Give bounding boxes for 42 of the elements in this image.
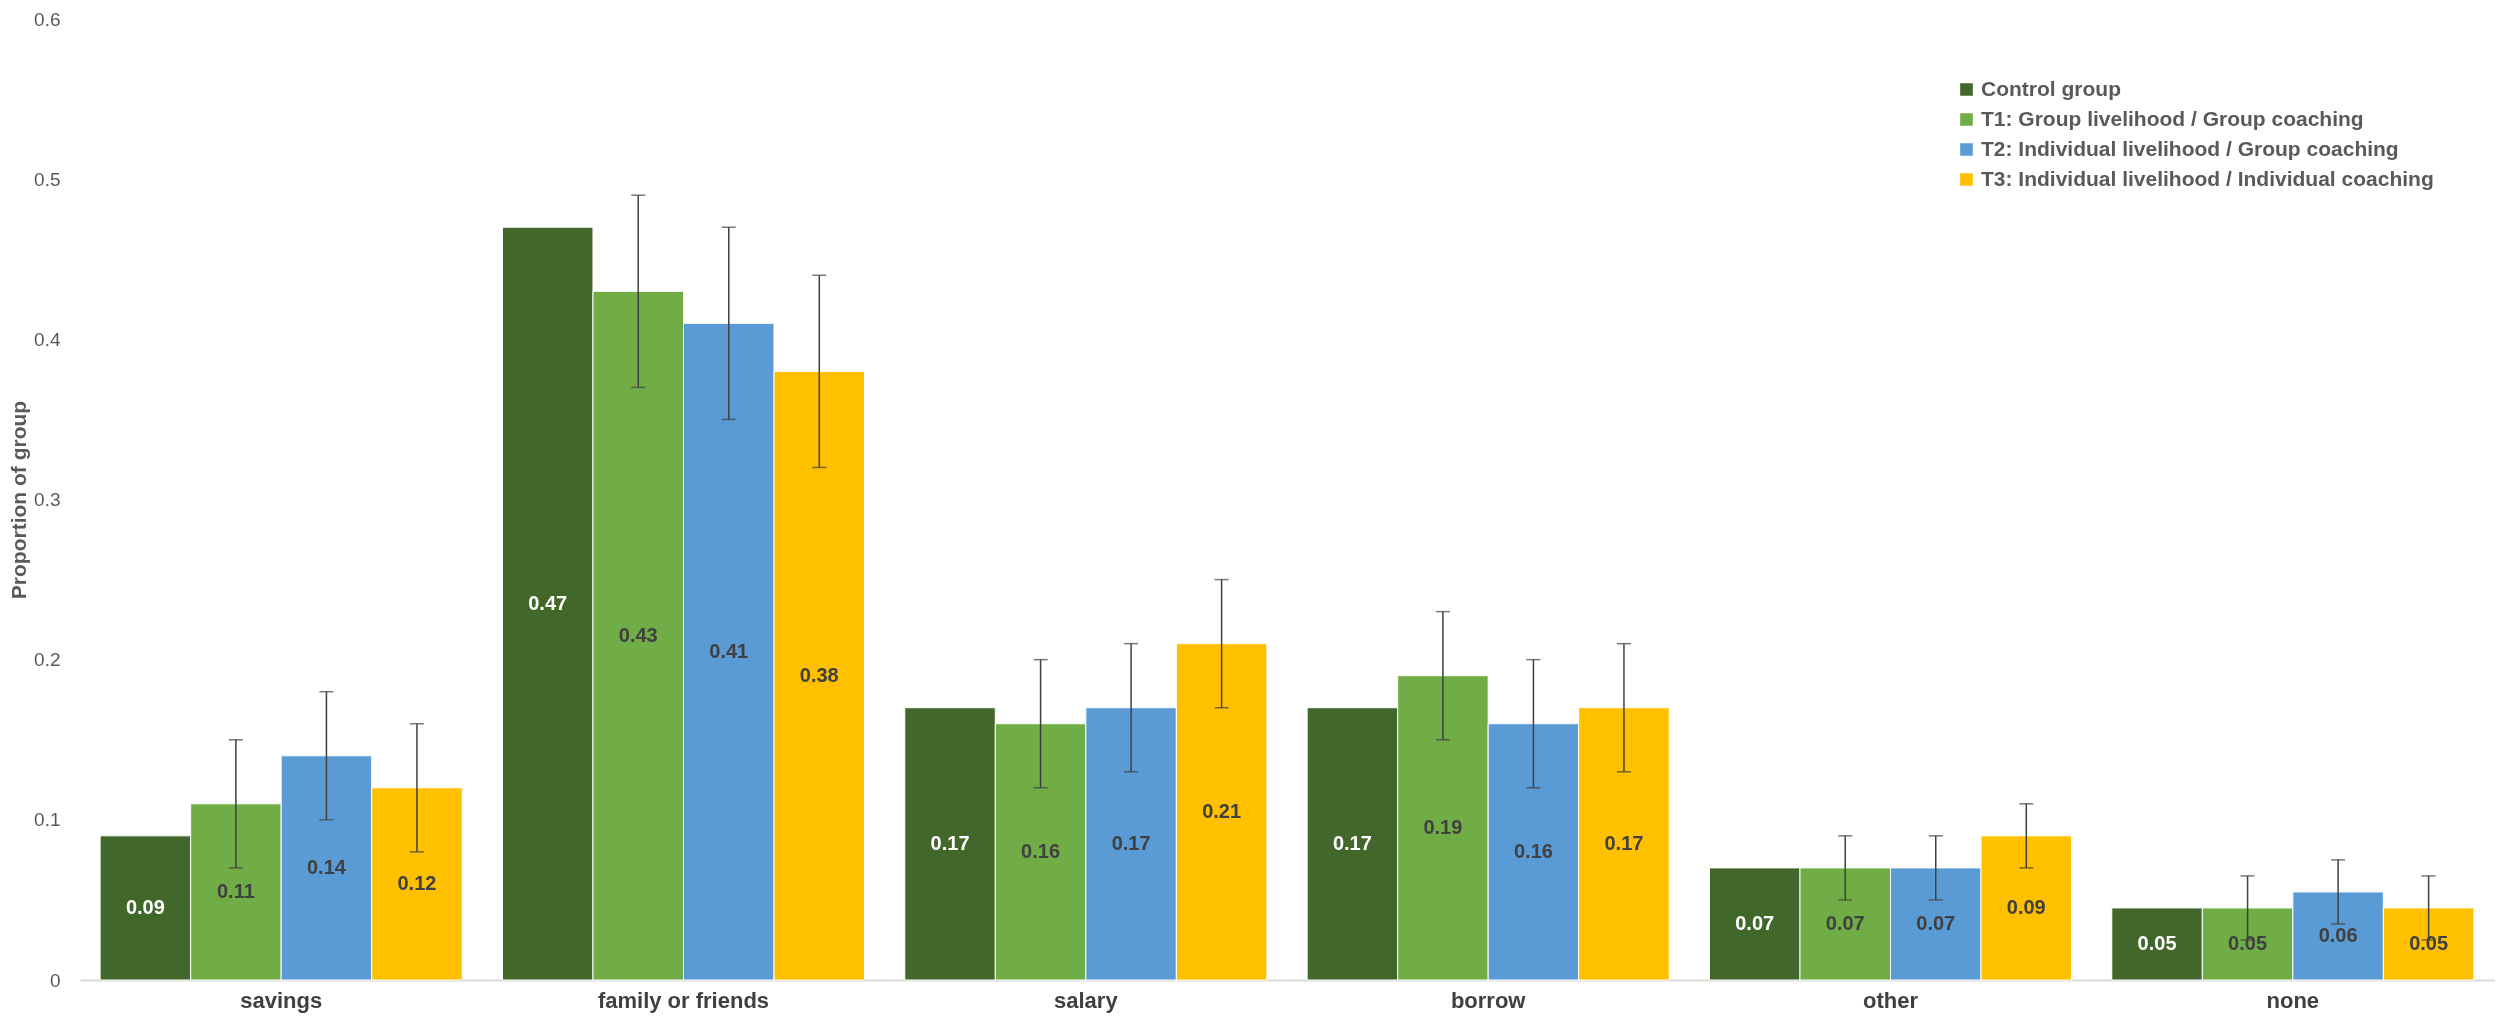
y-tick-label: 0.2: [34, 649, 61, 671]
data-label: 0.07: [1916, 911, 1956, 934]
x-tick-label: salary: [1054, 987, 1119, 1013]
y-axis-title: Proportion of group: [7, 400, 31, 600]
data-label: 0.17: [930, 831, 970, 854]
data-label: 0.16: [1021, 839, 1061, 862]
y-tick-label: 0.3: [34, 489, 61, 510]
data-label: 0.38: [799, 663, 839, 686]
x-tick-label: savings: [240, 987, 323, 1013]
data-label: 0.41: [709, 639, 749, 662]
y-tick-label: 0.5: [34, 168, 61, 190]
y-tick-label: 0: [49, 969, 61, 991]
data-label: 0.09: [125, 895, 165, 918]
data-label: 0.12: [397, 871, 437, 894]
data-label: 0.06: [2318, 923, 2358, 946]
y-tick-label: 0.6: [34, 8, 61, 30]
data-label: 0.17: [1604, 831, 1644, 854]
x-tick-label: family or friends: [597, 987, 770, 1013]
data-label: 0.09: [2006, 895, 2046, 918]
data-label: 0.16: [1513, 839, 1553, 862]
data-label: 0.07: [1735, 911, 1775, 934]
data-label: 0.14: [306, 855, 347, 878]
data-label: 0.47: [528, 591, 568, 614]
legend-label: T1: Group livelihood / Group coaching: [1981, 106, 2364, 130]
data-label: 0.05: [2409, 931, 2449, 954]
data-label: 0.17: [1332, 831, 1372, 854]
data-label: 0.05: [2137, 931, 2177, 954]
data-label: 0.19: [1423, 815, 1463, 838]
legend-label: T3: Individual livelihood / Individual coaching: [1981, 166, 2434, 190]
data-label: 0.21: [1202, 799, 1242, 822]
data-label: 0.11: [216, 879, 255, 902]
y-tick-label: 0.1: [34, 809, 61, 831]
y-tick-label: 0.4: [34, 328, 61, 350]
legend-label: Control group: [1981, 76, 2121, 100]
x-tick-label: none: [2266, 987, 2320, 1013]
data-label: 0.43: [618, 623, 658, 646]
data-label: 0.07: [1825, 911, 1865, 934]
data-label: 0.17: [1111, 831, 1151, 854]
x-tick-label: other: [1863, 987, 1919, 1013]
legend-label: T2: Individual livelihood / Group coaching: [1981, 136, 2399, 160]
x-tick-label: borrow: [1450, 987, 1527, 1013]
data-label: 0.05: [2228, 931, 2268, 954]
